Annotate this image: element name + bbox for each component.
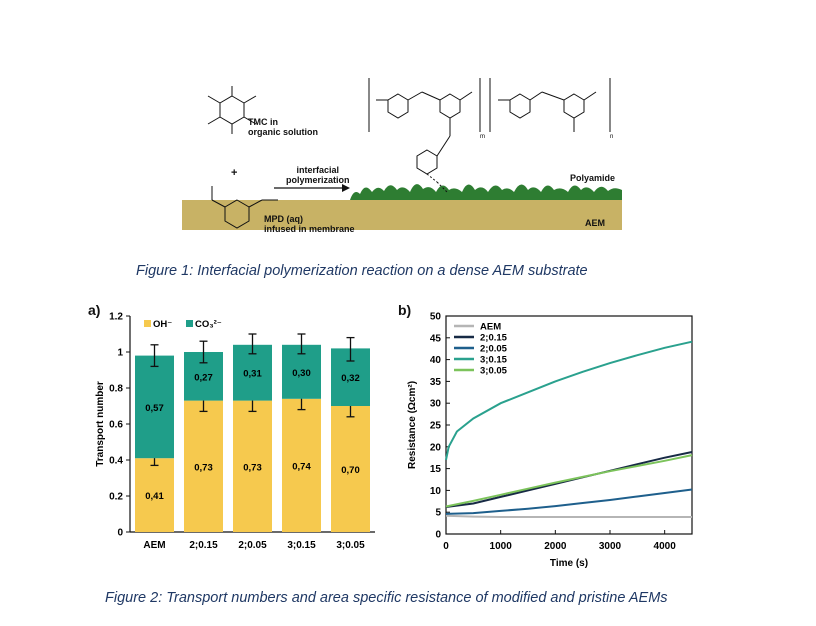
a-bar-segment [233,400,272,532]
a-bar-value-label: 0,70 [341,465,360,476]
b-series-line [445,514,692,518]
subscript-n: n [610,134,613,140]
a-bar-value-label: 0,32 [341,373,360,384]
b-ytick-label: 0 [435,530,441,541]
mpd-molecule [211,186,278,229]
a-ytick-label: 1 [117,348,123,359]
a-ytick-label: 0.2 [109,492,123,503]
b-xtick-label: 4000 [654,541,677,552]
aem-membrane [182,200,622,230]
a-legend-label: OH⁻ [153,319,172,330]
a-bar-value-label: 0,30 [292,368,311,379]
a-bar-segment [331,406,370,532]
a-bar-segment [135,458,174,532]
b-ytick-label: 25 [430,421,442,432]
a-xtick-label: 3;0.05 [336,540,365,551]
b-legend-label: 2;0.15 [480,333,508,344]
a-bar-value-label: 0,73 [194,462,213,473]
a-bar-value-label: 0,73 [243,462,262,473]
figure1-caption: Figure 1: Interfacial polymerization rea… [136,263,588,279]
b-xtick-label: 0 [443,541,449,552]
b-ytick-label: 45 [430,333,442,344]
b-legend-label: 3;0.05 [480,366,508,377]
a-ylabel: Transport number [95,381,106,467]
b-ytick-label: 10 [430,486,442,497]
tmc-label: TMC in organic solution [248,117,319,137]
a-ytick-label: 0 [117,528,123,539]
polyamide-label: Polyamide [570,173,616,183]
b-series-line [445,488,693,515]
a-ytick-label: 0.8 [109,384,123,395]
a-bar-value-label: 0,74 [292,461,311,472]
b-ytick-label: 35 [430,377,442,388]
resistance-chart: 0 5 10 15 20 25 30 35 40 45 50 0 1000 2000 3000 4000 Tim… [407,312,693,569]
b-legend-label: 3;0.15 [480,355,508,366]
a-xtick-label: 2;0.05 [238,540,267,551]
b-ytick-label: 15 [430,464,442,475]
panel-a-label: a) [88,302,101,318]
a-bar-value-label: 0,57 [145,403,164,414]
a-bar-segment [184,400,223,532]
b-xtick-label: 2000 [544,541,567,552]
a-xtick-label: 2;0.15 [189,540,218,551]
panel-b-label: b) [398,302,412,318]
plus-sign: + [231,167,238,179]
a-ytick-label: 1.2 [109,312,123,323]
a-bar-segment [135,355,174,459]
b-xtick-label: 3000 [599,541,622,552]
a-xtick-label: 3;0.15 [287,540,316,551]
polyamide-layer [350,184,622,200]
a-legend-swatch [144,320,151,327]
b-ytick-label: 5 [435,508,441,519]
b-legend-label: AEM [480,322,501,333]
b-xtick-label: 1000 [490,541,513,552]
b-series-line [445,340,693,461]
b-legend-label: 2;0.05 [480,344,508,355]
subscript-m: m [480,134,485,140]
b-ytick-label: 40 [430,355,442,366]
a-bar-value-label: 0,31 [243,369,262,380]
a-ytick-label: 0.6 [109,420,123,431]
b-ytick-label: 20 [430,442,442,453]
a-bar-segment [282,398,321,532]
transport-number-chart: 0 0.2 0.4 0.6 0.8 1 1.2 Transport number 0,41 0,5… [95,312,375,551]
b-ytick-label: 50 [430,312,442,323]
reaction-arrowhead [342,184,350,192]
a-bar-value-label: 0,41 [145,491,164,502]
a-xtick-label: AEM [143,540,165,551]
b-xlabel: Time (s) [550,558,588,569]
b-series-line [445,454,693,508]
figure1-schematic: m n [182,74,622,232]
aem-label: AEM [585,218,605,228]
a-legend-label: CO₃²⁻ [195,319,222,330]
a-ytick-label: 0.4 [109,456,123,467]
b-ytick-label: 30 [430,399,442,410]
b-ylabel: Resistance (Ωcm²) [407,381,418,469]
tmc-molecule [207,86,257,134]
figure1-svg: m n [182,78,622,230]
reaction-label: interfacial polymerization [286,165,350,185]
a-legend-swatch [186,320,193,327]
mpd-label: MPD (aq) infused in membrane [264,214,355,234]
a-bar-value-label: 0,27 [194,372,213,383]
figure2-caption: Figure 2: Transport numbers and area spe… [105,590,668,606]
polyamide-structure [368,78,611,193]
